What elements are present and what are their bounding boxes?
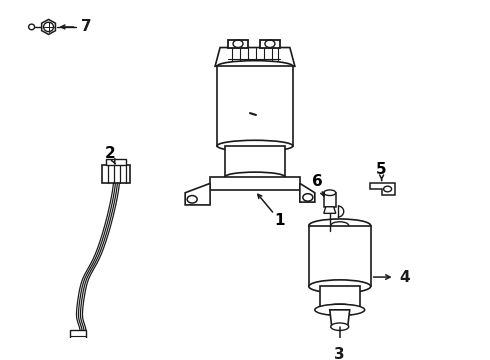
Polygon shape xyxy=(228,40,248,48)
Ellipse shape xyxy=(315,304,365,315)
Polygon shape xyxy=(225,146,285,177)
Ellipse shape xyxy=(217,140,293,152)
Ellipse shape xyxy=(187,195,197,203)
Text: 7: 7 xyxy=(81,19,92,35)
Polygon shape xyxy=(369,183,394,195)
Ellipse shape xyxy=(331,222,349,229)
Ellipse shape xyxy=(217,60,293,72)
Text: 1: 1 xyxy=(275,213,285,228)
Ellipse shape xyxy=(324,190,336,195)
Ellipse shape xyxy=(331,323,349,330)
Text: 3: 3 xyxy=(334,347,345,360)
Polygon shape xyxy=(330,310,350,327)
Text: 2: 2 xyxy=(105,146,116,161)
Text: 6: 6 xyxy=(313,174,323,189)
Polygon shape xyxy=(320,287,360,310)
Polygon shape xyxy=(42,19,55,35)
Polygon shape xyxy=(106,159,126,165)
Polygon shape xyxy=(71,343,86,360)
Polygon shape xyxy=(324,193,336,207)
Ellipse shape xyxy=(309,219,370,232)
Ellipse shape xyxy=(309,280,370,293)
Polygon shape xyxy=(210,177,300,190)
Polygon shape xyxy=(300,183,315,202)
Polygon shape xyxy=(185,183,210,205)
Polygon shape xyxy=(309,225,370,287)
Ellipse shape xyxy=(225,172,285,181)
Text: 4: 4 xyxy=(399,270,410,284)
Polygon shape xyxy=(102,165,130,183)
Polygon shape xyxy=(324,207,336,213)
Polygon shape xyxy=(71,330,86,343)
Ellipse shape xyxy=(320,304,360,315)
Ellipse shape xyxy=(384,186,392,192)
Ellipse shape xyxy=(303,194,313,201)
Polygon shape xyxy=(215,48,295,66)
Polygon shape xyxy=(260,40,280,48)
Polygon shape xyxy=(217,66,293,146)
Text: 5: 5 xyxy=(376,162,387,177)
